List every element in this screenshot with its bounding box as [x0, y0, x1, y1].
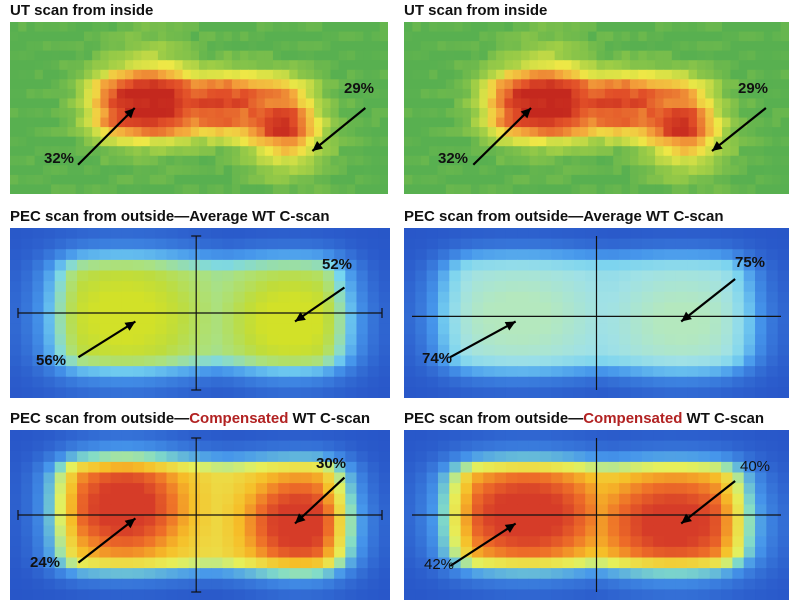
defect-label-right: 52%: [322, 256, 353, 273]
panel-title-pec-compensated-left: PEC scan from outside—Compensated WT C-s…: [10, 410, 371, 427]
defect-label-left: 32%: [44, 150, 75, 167]
panel-title-ut-left: UT scan from inside: [10, 2, 154, 19]
arrow-head: [712, 141, 723, 151]
panel-title-pec-compensated-right: PEC scan from outside—Compensated WT C-s…: [404, 410, 765, 427]
arrow-head: [312, 141, 324, 151]
crosshair: [412, 236, 781, 390]
ut-scan-left: [10, 22, 388, 194]
ut-scan-right: [404, 22, 789, 194]
arrow-head: [504, 321, 516, 331]
pec-average-scan-right: [404, 228, 789, 398]
defect-label-left: 56%: [36, 352, 67, 369]
arrow-head: [124, 108, 135, 119]
arrow: [449, 522, 517, 567]
arrow-head: [681, 311, 692, 322]
defect-label-left: 24%: [30, 554, 61, 571]
pec-average-scan-left: [10, 228, 390, 398]
crosshair: [412, 438, 781, 592]
arrow-head: [504, 523, 516, 533]
arrow: [711, 107, 767, 152]
arrow-head: [681, 513, 692, 524]
heatmap-pec-compensated-left: [10, 430, 390, 600]
arrow: [77, 320, 136, 359]
arrow: [294, 286, 346, 323]
defect-label-right: 30%: [316, 455, 347, 472]
arrow-head: [295, 311, 306, 322]
arrow-head: [520, 108, 532, 119]
heatmap-ut-left: [10, 22, 388, 194]
arrow: [680, 278, 736, 323]
heatmap-pec-compensated-right: [404, 430, 789, 600]
panel-title-ut-right: UT scan from inside: [404, 2, 548, 19]
defect-label-right: 75%: [735, 254, 766, 271]
arrow: [77, 107, 136, 166]
crosshair: [17, 235, 383, 391]
arrow: [472, 107, 532, 166]
arrow-head: [295, 513, 306, 524]
arrow: [680, 480, 736, 525]
defect-label-right: 29%: [344, 80, 375, 97]
defect-label-left: 42%: [424, 556, 455, 573]
pec-compensated-scan-left: [10, 430, 390, 600]
arrow-head: [124, 518, 136, 529]
defect-label-right: 29%: [738, 80, 769, 97]
arrow: [449, 320, 517, 359]
arrow: [311, 107, 367, 152]
heatmap-pec-average-right: [404, 228, 789, 398]
arrow: [77, 517, 137, 564]
pec-compensated-scan-right: [404, 430, 789, 600]
panel-title-pec-average-left: PEC scan from outside—Average WT C-scan: [10, 208, 330, 225]
defect-label-left: 32%: [438, 150, 469, 167]
defect-label-right: 40%: [740, 458, 771, 475]
heatmap-pec-average-left: [10, 228, 390, 398]
crosshair: [17, 437, 383, 593]
heatmap-ut-right: [404, 22, 789, 194]
defect-label-left: 74%: [422, 350, 453, 367]
arrow: [294, 476, 346, 525]
arrow-head: [124, 321, 136, 331]
panel-title-pec-average-right: PEC scan from outside—Average WT C-scan: [404, 208, 724, 225]
